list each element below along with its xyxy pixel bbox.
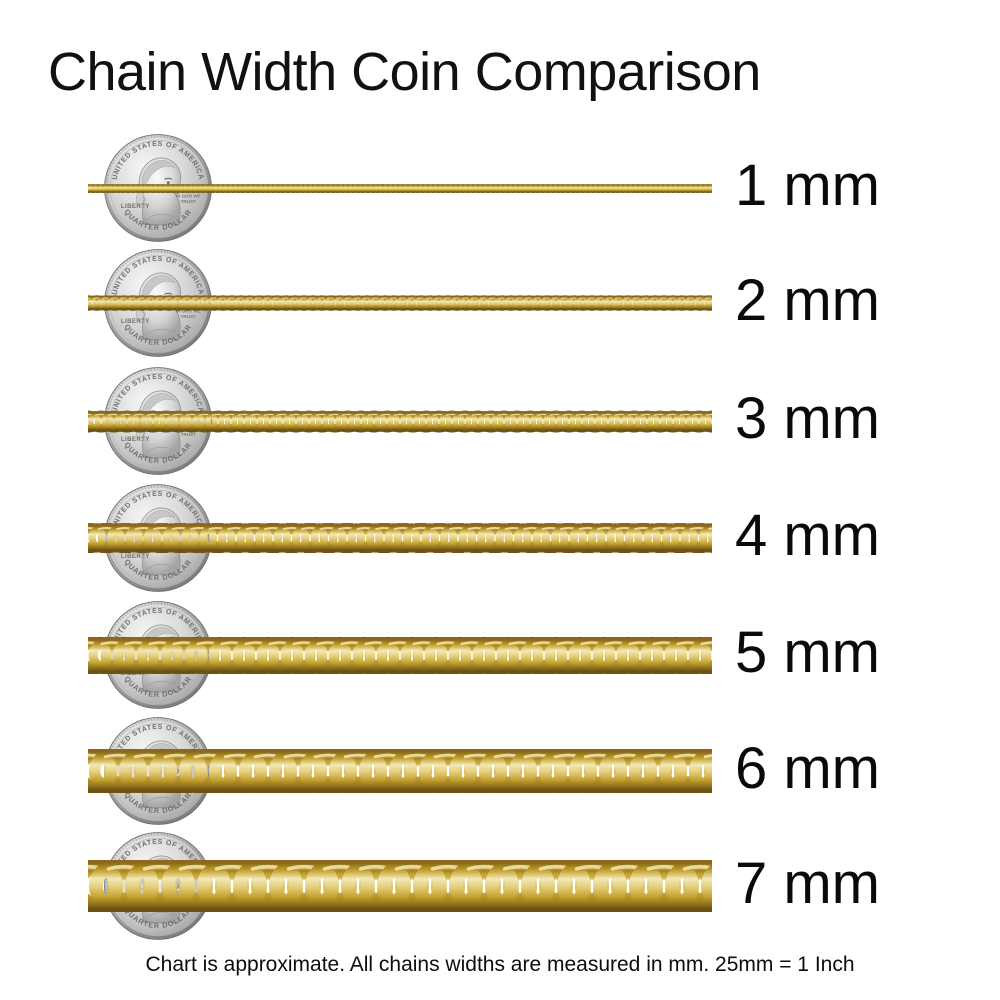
svg-text:LIBERTY: LIBERTY [121,436,150,443]
coin-reference: UNITED STATES OF AMERICA QUARTER DOLLAR LI… [104,134,212,242]
chain-sample [88,294,712,312]
svg-text:TRUST: TRUST [181,432,196,437]
chain-sample [88,636,712,674]
chain-width-label: 2 mm [735,268,880,333]
chain-sample [88,749,712,793]
gold-chain-graphic [88,749,712,793]
svg-text:LIBERTY: LIBERTY [121,318,150,325]
svg-text:IN GOD WE: IN GOD WE [176,309,201,314]
svg-text:TRUST: TRUST [181,199,196,204]
gold-chain-graphic [88,409,712,433]
chain-width-label: 4 mm [735,503,880,568]
svg-text:TRUST: TRUST [181,314,196,319]
gold-chain-graphic [88,295,712,311]
page-title: Chain Width Coin Comparison [48,42,761,102]
chain-width-label: 6 mm [735,736,880,801]
chain-width-label: 1 mm [735,153,880,218]
footnote-text: Chart is approximate. All chains widths … [145,953,855,976]
gold-chain-graphic [88,523,712,553]
chain-sample [88,182,712,195]
gold-chain-graphic [88,860,712,912]
chain-width-label: 5 mm [735,620,880,685]
svg-text:LIBERTY: LIBERTY [121,203,150,210]
chain-sample [88,523,712,553]
gold-chain-graphic [88,183,712,193]
chain-width-label: 3 mm [735,386,880,451]
chain-sample [88,860,712,912]
chain-sample [88,409,712,433]
svg-text:LIBERTY: LIBERTY [121,553,150,560]
chain-width-label: 7 mm [735,851,880,916]
svg-text:IN GOD WE: IN GOD WE [176,194,201,199]
gold-chain-graphic [88,636,712,674]
